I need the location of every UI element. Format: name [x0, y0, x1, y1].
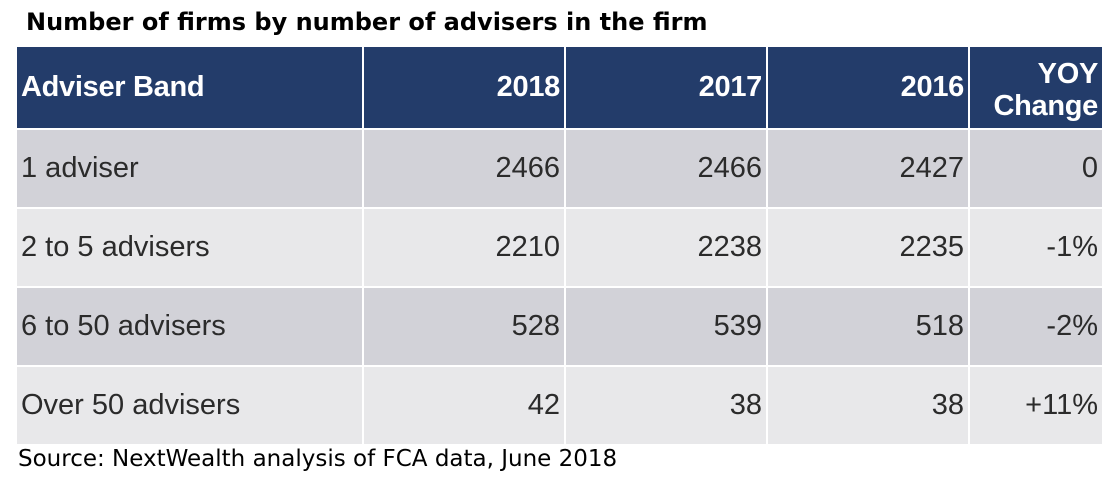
cell-adviser-band: 2 to 5 advisers	[15, 207, 364, 288]
header-adviser-band: Adviser Band	[15, 45, 364, 130]
cell-yoy-change: -2%	[968, 286, 1104, 367]
table-row: Over 50 advisers 42 38 38 +11%	[15, 365, 1104, 446]
table-row: 6 to 50 advisers 528 539 518 -2%	[15, 286, 1104, 367]
header-2016: 2016	[766, 45, 970, 130]
header-2018: 2018	[362, 45, 566, 130]
table-row: 1 adviser 2466 2466 2427 0	[15, 128, 1104, 209]
header-2017: 2017	[564, 45, 768, 130]
cell-2016: 2235	[766, 207, 970, 288]
cell-2018: 2210	[362, 207, 566, 288]
cell-2017: 38	[564, 365, 768, 446]
cell-2017: 2466	[564, 128, 768, 209]
table-header-row: Adviser Band 2018 2017 2016 YOY Change	[15, 45, 1104, 130]
cell-2016: 38	[766, 365, 970, 446]
cell-adviser-band: 6 to 50 advisers	[15, 286, 364, 367]
cell-2016: 518	[766, 286, 970, 367]
cell-adviser-band: 1 adviser	[15, 128, 364, 209]
header-yoy-change: YOY Change	[968, 45, 1104, 130]
cell-2018: 42	[362, 365, 566, 446]
adviser-firms-table: Adviser Band 2018 2017 2016 YOY Change 1 …	[15, 45, 1104, 446]
cell-adviser-band: Over 50 advisers	[15, 365, 364, 446]
cell-2016: 2427	[766, 128, 970, 209]
source-note: Source: NextWealth analysis of FCA data,…	[18, 446, 618, 472]
cell-2017: 539	[564, 286, 768, 367]
cell-yoy-change: +11%	[968, 365, 1104, 446]
header-yoy-line2: Change	[993, 89, 1098, 122]
header-yoy-line1: YOY	[1037, 57, 1099, 90]
cell-2018: 528	[362, 286, 566, 367]
table-row: 2 to 5 advisers 2210 2238 2235 -1%	[15, 207, 1104, 288]
cell-yoy-change: 0	[968, 128, 1104, 209]
cell-2017: 2238	[564, 207, 768, 288]
cell-yoy-change: -1%	[968, 207, 1104, 288]
table-title: Number of firms by number of advisers in…	[26, 8, 708, 36]
cell-2018: 2466	[362, 128, 566, 209]
